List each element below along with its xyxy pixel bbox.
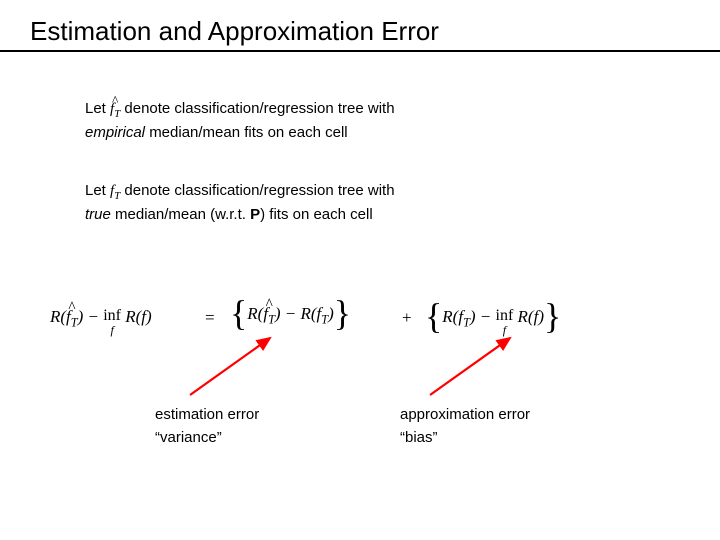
p2-prefix: Let [85,182,110,199]
eq-term1: {R(fT) − R(fT)} [230,304,351,327]
p2-rest-a: median/mean (w.r.t. [115,206,250,223]
equation: R(fT) − inff R(f) = {R(fT) − R(fT)} + {R… [50,288,670,358]
label-est-line1: estimation error [155,406,259,423]
p2-symbol: fT [110,182,120,199]
label-est-line2: “variance” [155,429,222,446]
slide-title: Estimation and Approximation Error [30,16,439,47]
p1-rest: median/mean fits on each cell [149,124,347,141]
p1-symbol: fT [110,100,120,117]
p2-rest-b: ) fits on each cell [260,206,373,223]
p1-emph: empirical [85,124,145,141]
eq-term2: {R(fT) − inff R(f)} [425,304,561,332]
eq-plus: + [402,308,412,328]
eq-equals: = [205,308,215,328]
label-approx-line2: “bias” [400,429,438,446]
label-approx-line1: approximation error [400,406,530,423]
arrow-estimation [0,0,720,540]
label-estimation: estimation error “variance” [155,403,259,450]
p1-prefix: Let [85,100,110,117]
paragraph-1: Let fT denote classification/regression … [85,98,395,145]
label-approximation: approximation error “bias” [400,403,530,450]
title-underline [0,50,720,52]
paragraph-2: Let fT denote classification/regression … [85,180,395,227]
p2-mid: denote classification/regression tree wi… [124,182,394,199]
p2-emph: true [85,206,111,223]
p2-P: P [250,206,260,223]
eq-lhs: R(fT) − inff R(f) [50,304,152,332]
p1-mid: denote classification/regression tree wi… [124,100,394,117]
